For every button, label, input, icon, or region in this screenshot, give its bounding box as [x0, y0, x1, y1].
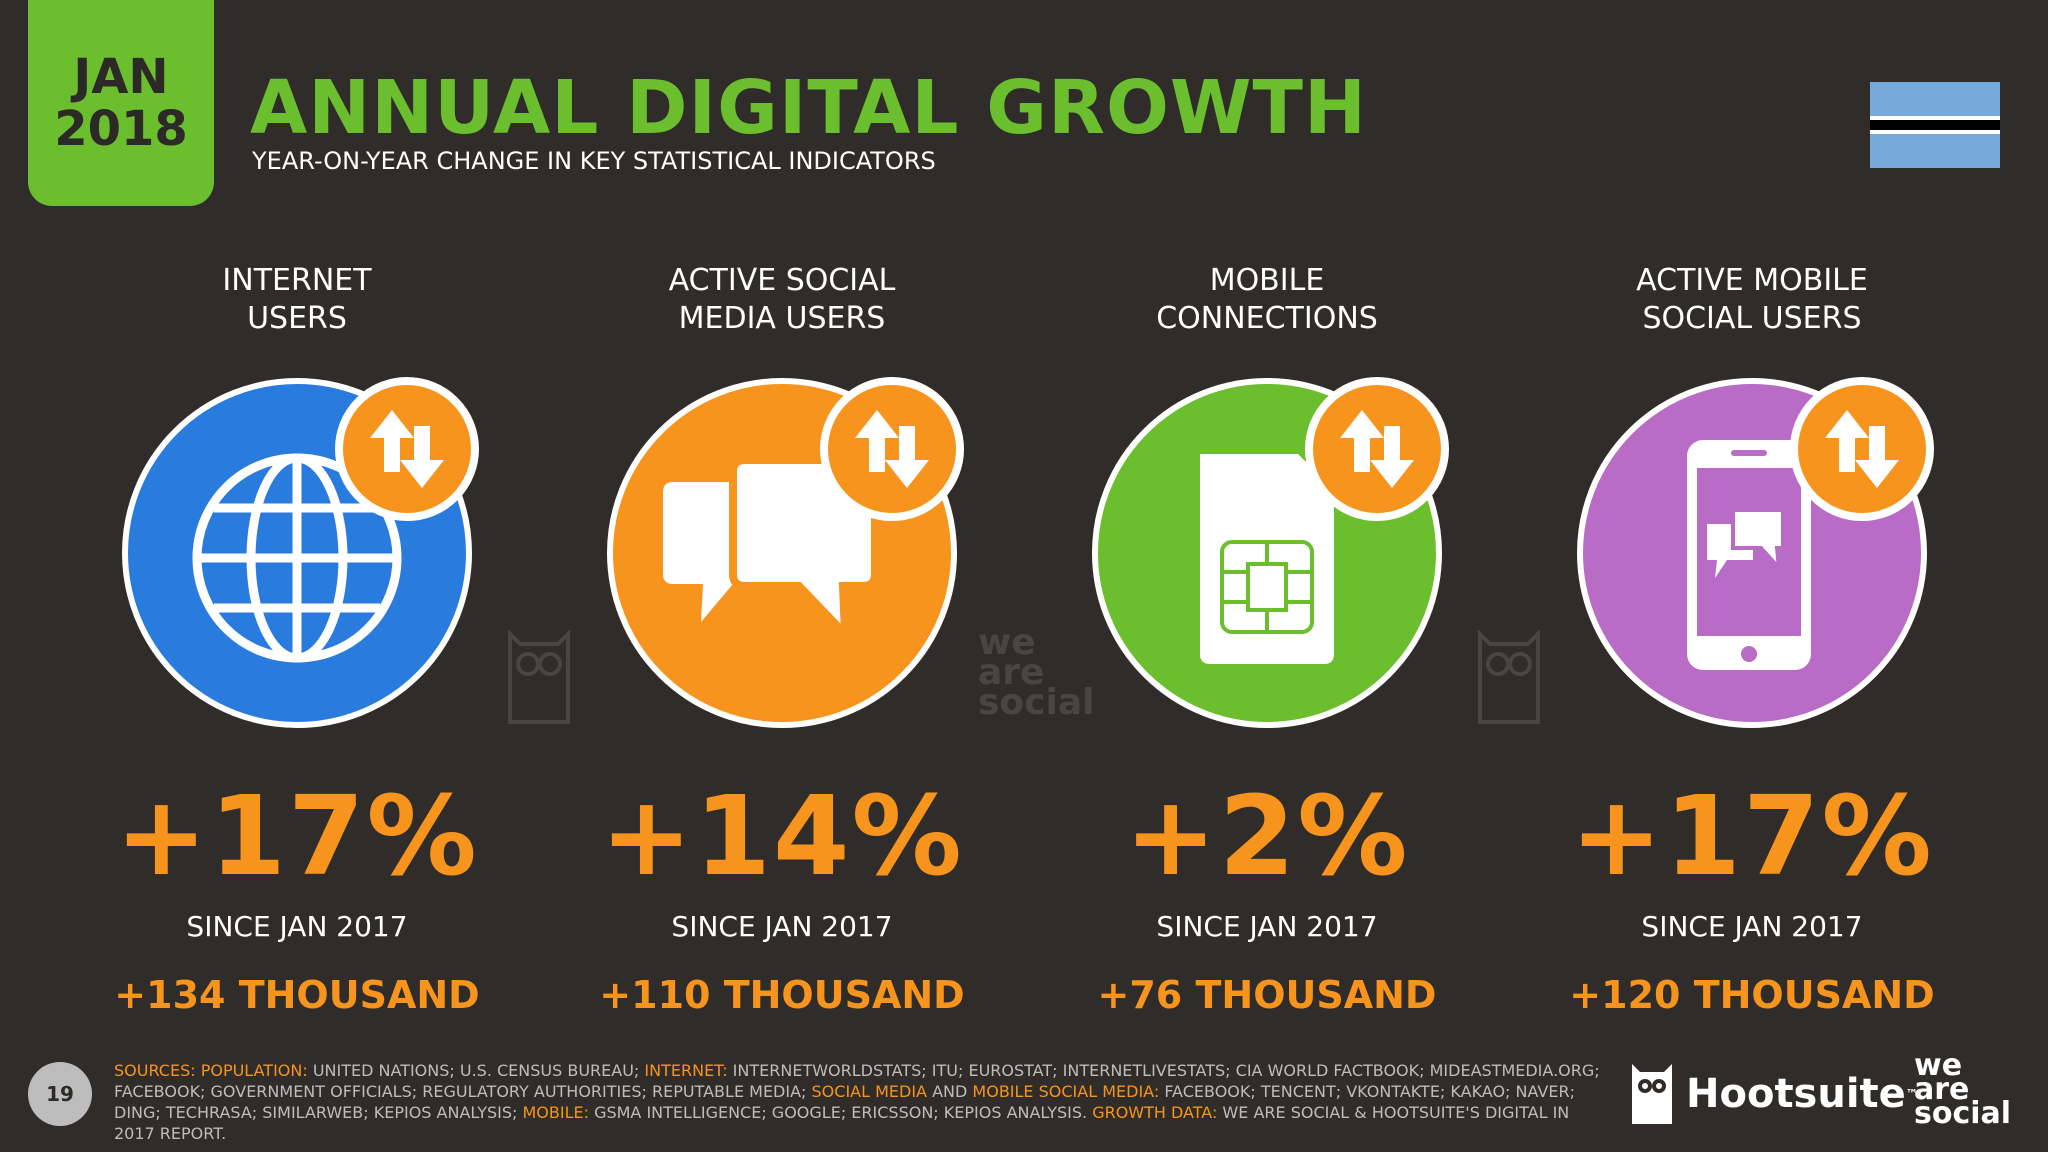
metric-percent: +17% — [115, 772, 479, 900]
hootsuite-owl-watermark-icon — [508, 630, 570, 724]
metric-icon-circle — [607, 377, 964, 728]
sources-segment: FACEBOOK; TENCENT; VKONTAKTE; KAKAO; NAV… — [114, 1082, 1575, 1122]
was-line1: we — [1914, 1048, 1963, 1083]
we-are-social-watermark: we are social — [978, 622, 1095, 723]
hootsuite-wordmark: Hootsuite™ — [1686, 1071, 1918, 1117]
chat-bubbles-icon — [663, 456, 879, 645]
mobile-chat-icon — [1687, 440, 1811, 670]
sources-segment: UNITED NATIONS; U.S. CENSUS BUREAU; — [312, 1061, 645, 1080]
sources-segment: GSMA INTELLIGENCE; GOOGLE; ERICSSON; KEP… — [594, 1103, 1093, 1122]
metric-absolute: +134 THOUSAND — [114, 973, 480, 1017]
hootsuite-logo: Hootsuite™ — [1630, 1062, 1918, 1126]
metric-label-line1: ACTIVE SOCIAL — [668, 263, 896, 298]
hootsuite-owl-watermark-icon — [1478, 630, 1540, 724]
metric-label-line2: USERS — [247, 301, 347, 336]
metric-active-social-media-users: ACTIVE SOCIAL MEDIA USERS +14% SINCE JAN… — [542, 262, 1022, 1018]
metric-since: SINCE JAN 2017 — [1156, 910, 1378, 943]
metric-label-line1: ACTIVE MOBILE — [1636, 263, 1868, 298]
up-down-arrows-icon — [1790, 377, 1934, 521]
metric-label-line1: INTERNET — [222, 263, 372, 298]
up-down-arrows-icon — [335, 377, 479, 521]
metric-percent: +14% — [600, 772, 964, 900]
sources-segment: SOURCES: — [114, 1061, 201, 1080]
circle-background — [607, 378, 957, 728]
badge-month: JAN — [73, 49, 169, 105]
we-are-social-logo: we are social — [1914, 1048, 2012, 1131]
hootsuite-owl-icon — [1632, 1064, 1672, 1124]
metric-active-mobile-social-users: ACTIVE MOBILE SOCIAL USERS +17% SINCE JA… — [1512, 262, 1992, 1018]
sources-segment: WE ARE SOCIAL & HOOTSUITE'S DIGITAL IN 2… — [114, 1103, 1570, 1143]
sim-card-icon — [1200, 454, 1334, 664]
badge-year: 2018 — [54, 101, 188, 157]
metric-since: SINCE JAN 2017 — [671, 910, 893, 943]
sources-segment: INTERNETWORLDSTATS; ITU; EUROSTAT; INTER… — [114, 1061, 1600, 1101]
sources-text: SOURCES: POPULATION: UNITED NATIONS; U.S… — [114, 1060, 1614, 1144]
sources-segment: GROWTH DATA: — [1092, 1103, 1223, 1122]
metric-label-line2: SOCIAL USERS — [1642, 301, 1862, 336]
up-down-arrows-icon — [1305, 377, 1449, 521]
sources-segment: MOBILE: — [522, 1103, 595, 1122]
metric-absolute: +110 THOUSAND — [599, 973, 965, 1017]
metric-label: INTERNET USERS — [57, 262, 537, 348]
sources-segment: MOBILE SOCIAL MEDIA: — [972, 1082, 1165, 1101]
sources-segment: SOCIAL MEDIA — [811, 1082, 933, 1101]
page-number: 19 — [28, 1062, 92, 1126]
metric-since: SINCE JAN 2017 — [186, 910, 408, 943]
metric-percent: +2% — [1124, 772, 1410, 900]
metric-label: ACTIVE SOCIAL MEDIA USERS — [542, 262, 1022, 348]
metric-since: SINCE JAN 2017 — [1641, 910, 1863, 943]
sources-segment: INTERNET: — [644, 1061, 733, 1080]
metric-percent: +17% — [1570, 772, 1934, 900]
page-subtitle: YEAR-ON-YEAR CHANGE IN KEY STATISTICAL I… — [252, 147, 936, 175]
metric-absolute: +120 THOUSAND — [1569, 973, 1935, 1017]
watermark-line2: are — [978, 652, 1045, 693]
metric-absolute: +76 THOUSAND — [1097, 973, 1437, 1017]
sources-segment: POPULATION: — [200, 1061, 313, 1080]
metric-label-line2: CONNECTIONS — [1156, 301, 1378, 336]
was-line2: are — [1914, 1072, 1970, 1107]
metric-label-line2: MEDIA USERS — [678, 301, 886, 336]
sources-segment: AND — [932, 1082, 973, 1101]
watermark-line1: we — [978, 622, 1036, 663]
metric-icon-circle — [1092, 377, 1449, 728]
page-title: ANNUAL DIGITAL GROWTH — [250, 65, 1367, 151]
up-down-arrows-icon — [820, 377, 964, 521]
metric-icon-circle — [122, 377, 479, 728]
metric-mobile-connections: MOBILE CONNECTIONS — [1027, 262, 1507, 1018]
watermark-line3: social — [978, 682, 1095, 723]
metric-label-line1: MOBILE — [1209, 263, 1325, 298]
metric-label: ACTIVE MOBILE SOCIAL USERS — [1512, 262, 1992, 348]
metric-label: MOBILE CONNECTIONS — [1027, 262, 1507, 348]
date-badge: JAN 2018 — [28, 0, 214, 206]
botswana-flag-icon — [1870, 82, 2000, 168]
metric-icon-circle — [1577, 377, 1934, 728]
circle-background — [122, 378, 472, 728]
was-line3: social — [1914, 1096, 2012, 1131]
globe-icon — [192, 453, 402, 663]
metric-internet-users: INTERNET USERS +17% SINCE JAN 2017 +134 … — [57, 262, 537, 1018]
